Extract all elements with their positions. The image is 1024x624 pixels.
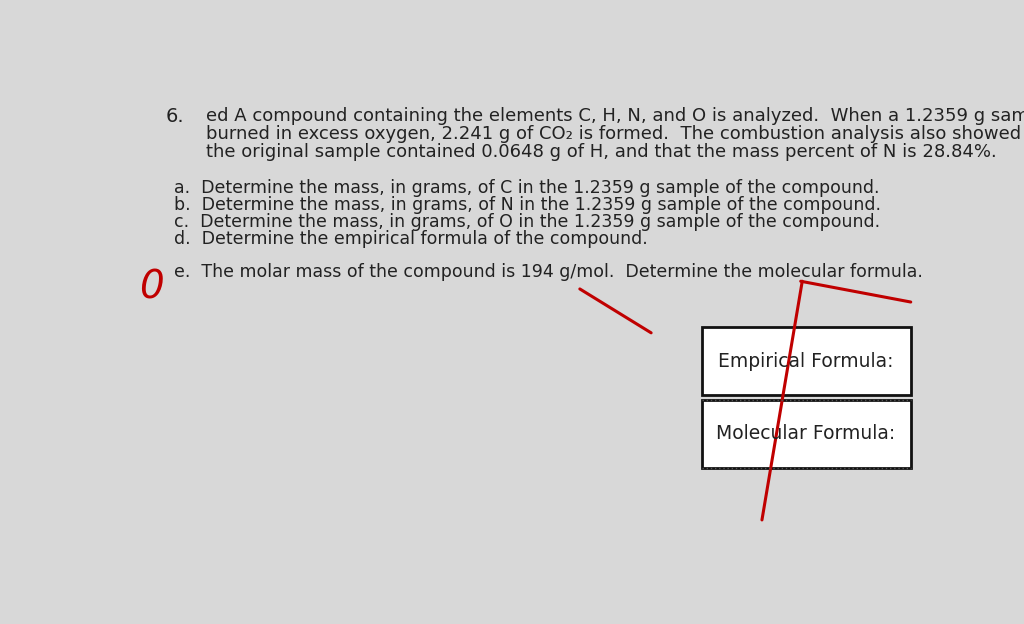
- Text: Empirical Formula:: Empirical Formula:: [719, 352, 894, 371]
- Text: 0: 0: [139, 269, 164, 307]
- Text: a.  Determine the mass, in grams, of C in the 1.2359 g sample of the compound.: a. Determine the mass, in grams, of C in…: [174, 179, 880, 197]
- Bar: [701, 328, 910, 395]
- Text: Molecular Formula:: Molecular Formula:: [717, 424, 896, 443]
- Text: c.  Determine the mass, in grams, of O in the 1.2359 g sample of the compound.: c. Determine the mass, in grams, of O in…: [174, 213, 881, 231]
- Text: e.  The molar mass of the compound is 194 g/mol.  Determine the molecular formul: e. The molar mass of the compound is 194…: [174, 263, 924, 281]
- Text: ed A compound containing the elements C, H, N, and O is analyzed.  When a 1.2359: ed A compound containing the elements C,…: [206, 107, 1024, 125]
- Bar: [701, 400, 910, 467]
- Text: burned in excess oxygen, 2.241 g of CO₂ is formed.  The combustion analysis also: burned in excess oxygen, 2.241 g of CO₂ …: [206, 125, 1024, 143]
- Text: d.  Determine the empirical formula of the compound.: d. Determine the empirical formula of th…: [174, 230, 648, 248]
- Text: 6.: 6.: [165, 107, 184, 126]
- Text: b.  Determine the mass, in grams, of N in the 1.2359 g sample of the compound.: b. Determine the mass, in grams, of N in…: [174, 196, 882, 214]
- Text: the original sample contained 0.0648 g of H, and that the mass percent of N is 2: the original sample contained 0.0648 g o…: [206, 143, 996, 160]
